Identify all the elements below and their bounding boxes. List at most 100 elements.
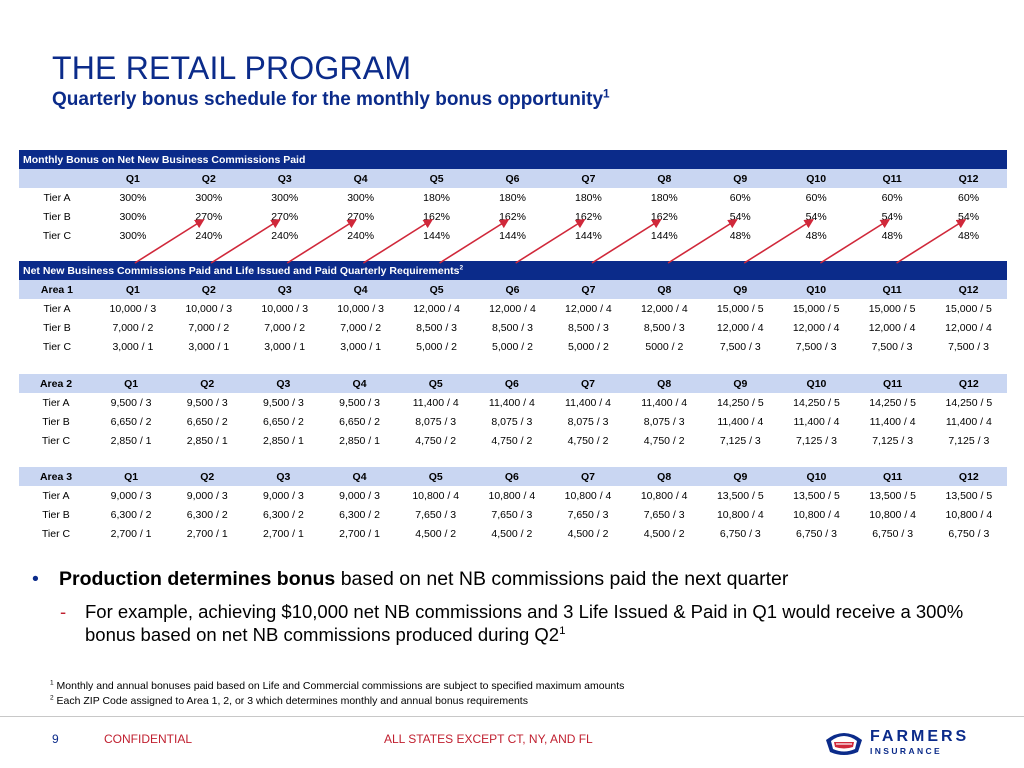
column-header: Q2 [170,280,247,299]
table-cell: 10,800 / 4 [412,489,460,502]
column-header: Q11 [854,467,931,486]
bullet-bold-text: Production determines bonus [59,568,336,590]
column-header: Q2 [169,374,246,393]
table-cell: 6,650 / 2 [110,415,152,428]
states-label: ALL STATES EXCEPT CT, NY, AND FL [384,732,593,746]
table-cell: 300% [119,191,147,204]
table-cell: 300% [347,191,375,204]
table-row: Tier B 300% 270% 270% 270% 162% 162% 162% 162% 54… [19,207,1007,226]
column-header: Q7 [550,280,627,299]
table-cell: 6,650 / 2 [339,415,380,428]
table-cell: 48% [805,229,827,242]
table-cell: 6,300 / 2 [339,508,380,521]
table-cell: 300% [271,191,299,204]
column-header-row: Area 1 Q1 Q2 Q3 Q4 Q5 Q6 Q7 Q8 Q9 Q10 Q11 Q12 [19,280,1007,299]
table-cell: 9,500 / 3 [339,396,380,409]
table-cell: 6,750 / 3 [719,527,761,540]
section-header-text: Net New Business Commissions Paid and Li… [19,261,1007,280]
column-header-row: Area 3 Q1 Q2 Q3 Q4 Q5 Q6 Q7 Q8 Q9 Q10 Q11 Q12 [19,467,1007,486]
table-cell: 6,650 / 2 [186,415,228,428]
table-cell: 144% [650,229,678,242]
column-header: Q4 [321,467,398,486]
table-cell: 300% [119,229,147,242]
table-row: Tier A 9,500 / 3 9,500 / 3 9,500 / 3 9,500 /… [19,393,1007,412]
column-header: Q1 [94,169,171,188]
table-cell: 12,000 / 4 [640,302,688,315]
table-cell: 240% [195,229,223,242]
table-cell: 10,800 / 4 [945,508,993,521]
column-header: Q12 [930,467,1007,486]
table-cell: 13,500 / 5 [716,489,764,502]
row-label: Tier A [42,489,70,502]
table-cell: 10,800 / 4 [869,508,916,521]
table-cell: 162% [423,210,450,223]
table-cell: 2,850 / 1 [262,434,304,447]
table-cell: 7,500 / 3 [719,340,761,353]
table-cell: 60% [729,191,751,204]
table-cell: 48% [958,229,980,242]
page-subtitle: Quarterly bonus schedule for the monthly… [52,87,610,110]
table-cell: 11,400 / 4 [565,396,611,409]
table-cell: 300% [195,191,223,204]
column-header: Q11 [854,374,931,393]
table-cell: 7,650 / 3 [491,508,533,521]
table-cell: 7,125 / 3 [796,434,837,447]
column-header: Q8 [626,280,703,299]
column-header-row: Q1 Q2 Q3 Q4 Q5 Q6 Q7 Q8 Q9 Q10 Q11 Q12 [19,169,1007,188]
column-header: Area 1 [19,280,95,299]
column-header: Q7 [549,374,627,393]
table-section-header: Monthly Bonus on Net New Business Commis… [19,150,1007,169]
table-cell: 144% [574,229,602,242]
table-cell: 8,500 / 3 [567,321,609,334]
table-cell: 2,700 / 1 [262,527,304,540]
table-cell: 9,000 / 3 [262,489,304,502]
row-label: Tier B [43,321,71,334]
table-cell: 300% [119,210,147,223]
column-header: Q9 [702,280,779,299]
area-3-requirements-table: Area 3 Q1 Q2 Q3 Q4 Q5 Q6 Q7 Q8 Q9 Q10 Q11 Q12 Tier A 9… [19,467,1007,543]
table-row: Tier A 300% 300% 300% 300% 180% 180% 180% 180% 60… [19,188,1007,207]
table-cell: 11,400 / 4 [412,396,459,409]
table-cell: 5000 / 2 [645,340,684,353]
row-label: Tier A [43,191,71,204]
table-cell: 14,250 / 5 [945,396,993,409]
table-cell: 10,800 / 4 [793,508,840,521]
dash-icon: - [60,601,67,622]
table-cell: 4,750 / 2 [415,434,457,447]
bullet-icon: • [32,568,39,590]
column-header: Q4 [322,280,399,299]
table-cell: 10,000 / 3 [337,302,384,315]
table-cell: 6,300 / 2 [186,508,228,521]
column-header: Q10 [778,169,855,188]
column-header: Q11 [854,169,931,188]
table-cell: 10,800 / 4 [640,489,688,502]
table-row: Tier C 300% 240% 240% 240% 144% 144% 144% 144% 48… [19,226,1007,245]
table-cell: 9,500 / 3 [186,396,228,409]
table-cell: 180% [423,191,450,204]
column-header: Q7 [549,467,627,486]
table-cell: 270% [195,210,223,223]
table-cell: 12,000 / 4 [413,302,460,315]
table-cell: 3,000 / 1 [264,340,306,353]
table-cell: 48% [729,229,751,242]
table-cell: 15,000 / 5 [868,302,916,315]
column-header: Q5 [397,467,474,486]
table-cell: 270% [271,210,299,223]
table-cell: 7,000 / 2 [188,321,230,334]
table-cell: 14,250 / 5 [793,396,840,409]
table-row: Tier C 2,700 / 1 2,700 / 1 2,700 / 1 2,700 /… [19,524,1007,543]
table-cell: 11,400 / 4 [488,396,535,409]
table-cell: 60% [805,191,827,204]
row-label: Tier B [43,210,71,223]
table-cell: 6,750 / 3 [948,527,990,540]
table-cell: 10,800 / 4 [564,489,612,502]
table-cell: 4,750 / 2 [643,434,685,447]
page-number: 9 [52,732,59,746]
table-cell: 12,000 / 4 [565,302,612,315]
table-cell: 14,250 / 5 [716,396,764,409]
column-header: Q4 [322,169,399,188]
table-cell: 9,000 / 3 [339,489,380,502]
table-cell: 8,075 / 3 [567,415,609,428]
column-header: Q4 [321,374,398,393]
table-section-header: Net New Business Commissions Paid and Li… [19,261,1007,280]
